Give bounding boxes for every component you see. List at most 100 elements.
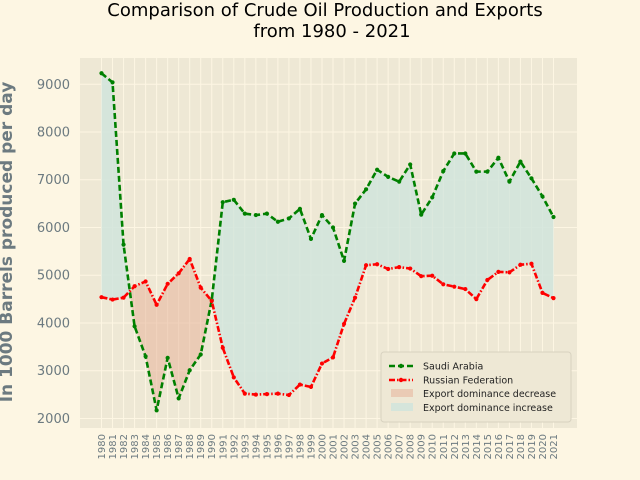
decrease-fill-segment <box>189 258 201 371</box>
increase-fill-segment <box>388 176 400 270</box>
saudi-arabia-point <box>375 167 380 172</box>
saudi-arabia-point <box>540 194 545 199</box>
russian-federation-point <box>352 295 358 300</box>
saudi-arabia-point <box>441 169 446 174</box>
x-tick-label: 2015 <box>483 434 494 459</box>
russian-federation-point <box>363 263 369 268</box>
legend-saudi-label: Saudi Arabia <box>423 362 483 373</box>
russian-federation-point <box>341 321 347 327</box>
x-tick-label: 1994 <box>251 434 262 459</box>
x-tick-label: 1989 <box>196 434 207 459</box>
russian-federation-point <box>452 284 457 289</box>
x-tick-label: 1986 <box>163 434 174 459</box>
russian-federation-point <box>496 269 501 274</box>
y-tick-label: 9000 <box>37 78 70 93</box>
x-tick-label: 1997 <box>284 434 295 459</box>
increase-fill-segment <box>333 227 345 358</box>
legend-increase-swatch <box>391 403 413 411</box>
increase-fill-segment <box>277 218 289 396</box>
saudi-arabia-point <box>397 179 402 184</box>
decrease-fill-segment <box>134 281 146 357</box>
saudi-arabia-point <box>319 212 325 218</box>
x-tick-label: 1990 <box>207 434 218 459</box>
increase-fill-segment <box>542 196 554 299</box>
decrease-fill-segment <box>178 258 190 399</box>
saudi-arabia-point <box>198 352 203 357</box>
increase-fill-segment <box>509 161 521 273</box>
russian-federation-line <box>101 257 555 397</box>
saudi-arabia-point <box>363 187 369 192</box>
saudi-arabia-point <box>419 212 424 217</box>
x-tick-label: 1988 <box>185 434 196 459</box>
x-tick-label: 1982 <box>119 434 130 459</box>
x-tick-label: 1981 <box>108 434 119 459</box>
russian-federation-point <box>99 295 104 300</box>
x-tick-label: 2012 <box>450 434 461 459</box>
increase-fill-segment <box>443 153 455 287</box>
russian-federation-point <box>110 297 115 302</box>
russian-federation-point <box>154 302 159 307</box>
saudi-arabia-point <box>143 354 148 359</box>
saudi-arabia-point <box>231 197 236 202</box>
decrease-fill-segment <box>156 283 168 411</box>
x-tick-label: 2014 <box>472 434 483 459</box>
saudi-arabia-point <box>275 219 280 224</box>
x-tick-label: 2001 <box>329 434 340 459</box>
russian-federation-point <box>507 270 512 275</box>
x-tick-label: 2013 <box>461 434 472 459</box>
russian-federation-point <box>308 384 314 390</box>
russian-federation-point <box>253 392 258 397</box>
russian-federation-point <box>220 345 225 350</box>
increase-fill-segment <box>266 213 278 395</box>
saudi-arabia-point <box>474 169 479 174</box>
x-tick-label: 1993 <box>240 434 251 459</box>
russian-federation-point <box>319 361 325 366</box>
russian-federation-point <box>386 266 391 272</box>
saudi-arabia-point <box>330 225 336 230</box>
y-tick-label: 8000 <box>37 126 70 141</box>
saudi-arabia-point <box>220 200 225 205</box>
x-tick-label: 2021 <box>549 434 560 459</box>
x-tick-label: 2000 <box>317 434 328 459</box>
increase-fill-segment <box>344 203 356 324</box>
saudi-arabia-point <box>132 324 137 329</box>
x-tick-label: 2002 <box>340 434 351 459</box>
russian-federation-point <box>551 296 556 301</box>
saudi-arabia-point <box>529 176 534 181</box>
x-tick-label: 2016 <box>494 434 505 459</box>
saudi-arabia-point <box>99 71 104 76</box>
saudi-arabia-point <box>352 201 358 206</box>
x-tick-label: 2007 <box>395 434 406 459</box>
legend-increase-label: Export dominance increase <box>423 403 553 414</box>
chart-title-line2: from 1980 - 2021 <box>253 21 410 42</box>
russian-federation-point <box>242 391 247 396</box>
x-tick-label: 1985 <box>152 434 163 459</box>
decrease-fill-segment <box>145 281 157 411</box>
x-tick-label: 2008 <box>406 434 417 459</box>
saudi-arabia-point <box>430 195 435 200</box>
russian-federation-point <box>132 284 137 289</box>
russian-federation-point <box>187 256 192 262</box>
chart-title-line1: Comparison of Crude Oil Production and E… <box>107 0 542 21</box>
russian-federation-point <box>375 262 380 267</box>
saudi-arabia-point <box>154 408 159 413</box>
russian-federation-point <box>264 392 269 397</box>
russian-federation-point <box>231 375 236 380</box>
legend-saudi-marker <box>398 363 404 369</box>
saudi-arabia-point <box>518 159 523 164</box>
russian-federation-point <box>419 274 424 279</box>
russian-federation-point <box>165 281 170 286</box>
saudi-arabia-point <box>187 368 192 373</box>
y-axis-label: In 1000 Barrels produced per day <box>0 82 17 403</box>
x-tick-label: 2019 <box>527 434 538 459</box>
increase-fill-segment <box>421 197 433 277</box>
saudi-arabia-point <box>121 242 126 247</box>
legend-box <box>380 351 572 423</box>
increase-fill-segment <box>101 73 113 300</box>
x-tick-label: 1983 <box>130 434 141 459</box>
russian-federation-point <box>441 282 446 287</box>
x-tick-label: 2011 <box>439 434 450 459</box>
increase-fill-segment <box>432 171 444 285</box>
saudi-arabia-point <box>507 179 512 184</box>
x-tick-label: 2020 <box>538 434 549 459</box>
